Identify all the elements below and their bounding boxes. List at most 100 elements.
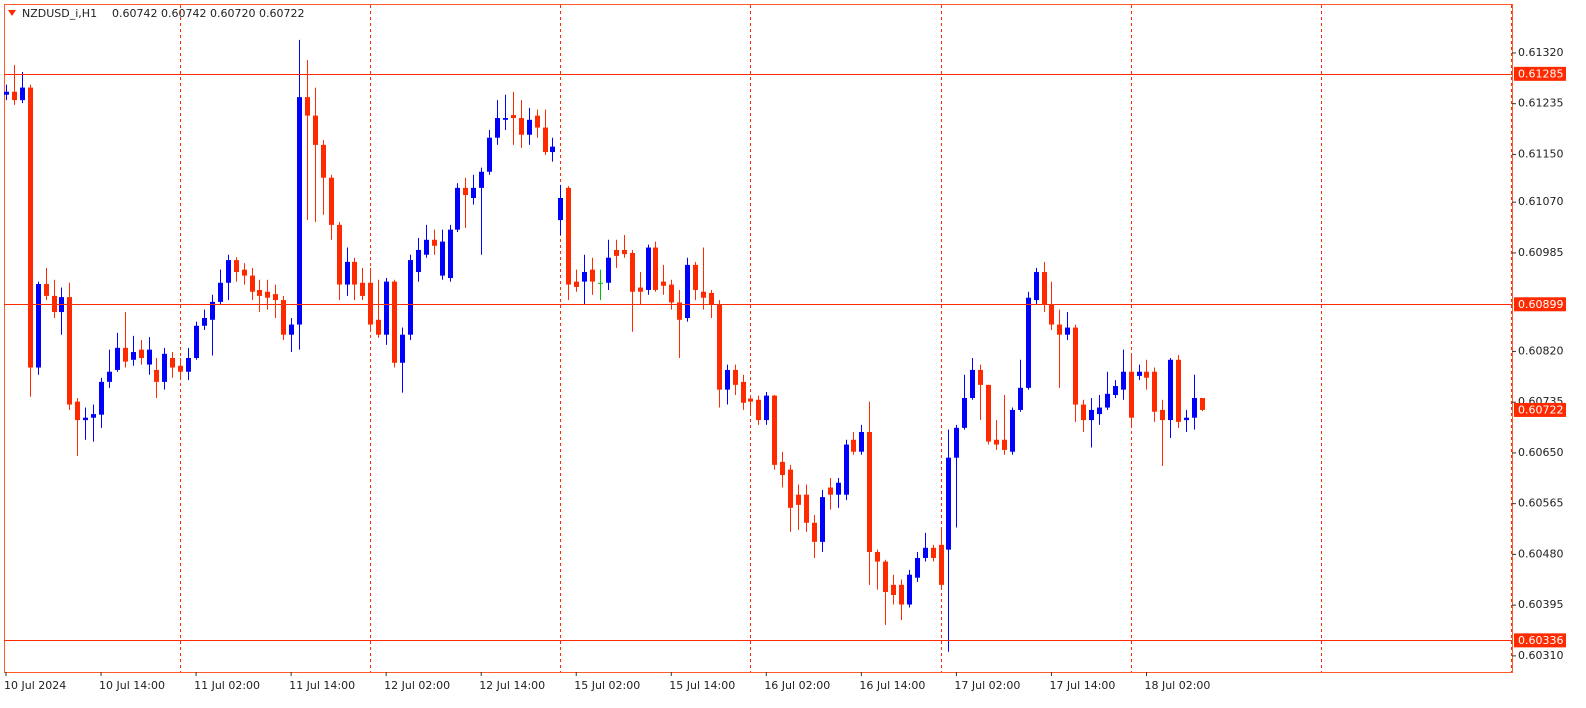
candle-body: [748, 398, 753, 402]
candle-body: [883, 561, 888, 593]
candle-body: [661, 281, 666, 286]
candle-body: [733, 369, 738, 385]
candle-body: [606, 257, 611, 283]
candle-body: [638, 287, 643, 292]
candle-body: [1152, 371, 1157, 412]
candle-body: [154, 369, 159, 382]
candle-body: [614, 249, 619, 256]
candle-body: [931, 547, 936, 558]
candle-body: [828, 487, 833, 495]
y-tick-label: 0.61150: [1518, 147, 1564, 160]
x-tick-label: 15 Jul 02:00: [574, 679, 640, 692]
x-tick-label: 12 Jul 02:00: [384, 679, 450, 692]
candle-body: [915, 557, 920, 578]
chart-ohlc: 0.60742 0.60742 0.60720 0.60722: [112, 7, 304, 20]
candle-body: [1002, 439, 1007, 450]
candle-body: [994, 439, 999, 445]
candle-body: [44, 283, 49, 296]
candle-body: [1042, 272, 1047, 305]
candle-body: [590, 269, 595, 282]
candle-body: [812, 522, 817, 542]
candle-body: [511, 115, 516, 119]
candle-body: [1081, 404, 1086, 421]
horizontal-line-tag: [1514, 297, 1566, 312]
candle-body: [1034, 272, 1039, 301]
candle-body: [1010, 409, 1015, 452]
horizontal-line-label: 0.61285: [1518, 67, 1564, 80]
x-tick-label: 16 Jul 14:00: [859, 679, 925, 692]
candle-body: [360, 282, 365, 296]
candle-body: [1160, 409, 1165, 421]
candle-body: [329, 177, 334, 225]
candle-body: [313, 115, 318, 145]
y-tick-label: 0.61070: [1518, 195, 1564, 208]
candle-body: [598, 282, 603, 284]
candle-body: [52, 295, 57, 313]
candle-body: [297, 97, 302, 325]
candle-body: [400, 334, 405, 363]
candle-body: [424, 239, 429, 255]
candle-body: [1026, 297, 1031, 388]
candle-body: [764, 395, 769, 421]
candle-body: [139, 349, 144, 358]
candle-body: [859, 432, 864, 452]
candle-body: [131, 352, 136, 360]
candle-body: [107, 371, 112, 382]
candle-body: [1089, 409, 1094, 421]
candle-body: [448, 229, 453, 279]
candle-body: [281, 300, 286, 335]
candle-body: [194, 325, 199, 358]
candle-body: [321, 144, 326, 178]
candle-body: [669, 284, 674, 303]
candle-body: [479, 171, 484, 188]
candle-body: [685, 264, 690, 319]
y-tick-label: 0.60395: [1518, 598, 1564, 611]
candle-body: [693, 264, 698, 290]
candle-body: [1018, 387, 1023, 410]
x-tick-label: 11 Jul 14:00: [289, 679, 355, 692]
candle-body: [368, 282, 373, 325]
candle-body: [67, 297, 72, 405]
plot-frame: [4, 4, 1513, 673]
x-tick-label: 11 Jul 02:00: [194, 679, 260, 692]
candle-body: [1121, 371, 1126, 390]
x-tick-label: 17 Jul 02:00: [954, 679, 1020, 692]
candle-body: [463, 187, 468, 196]
candle-body: [455, 187, 460, 230]
candle-body: [535, 115, 540, 128]
candle-body: [1129, 371, 1134, 418]
candle-body: [392, 281, 397, 363]
candle-body: [558, 198, 563, 221]
y-tick-label: 0.60480: [1518, 547, 1564, 560]
candle-body: [891, 584, 896, 595]
bid-price-label: 0.60722: [1518, 403, 1564, 416]
candle-body: [162, 353, 167, 382]
candle-body: [796, 494, 801, 505]
candle-body: [91, 414, 96, 418]
candle-body: [867, 432, 872, 553]
candle-body: [1176, 359, 1181, 422]
candle-body: [337, 224, 342, 285]
candle-body: [701, 291, 706, 298]
candle-body: [804, 494, 809, 523]
candle-body: [574, 281, 579, 287]
candle-body: [99, 381, 104, 415]
candle-body: [218, 282, 223, 302]
candle-body: [907, 574, 912, 605]
candle-body: [1192, 397, 1197, 418]
candle-body: [305, 97, 310, 116]
candle-body: [265, 291, 270, 298]
candle-body: [1097, 407, 1102, 415]
x-tick-label: 16 Jul 02:00: [764, 679, 830, 692]
candle-body: [170, 357, 175, 368]
chart-title: NZDUSD_i,H1: [22, 7, 97, 20]
candle-body: [844, 444, 849, 495]
candle-body: [1184, 417, 1189, 421]
candle-body: [954, 427, 959, 458]
candle-body: [717, 304, 722, 390]
horizontal-line-label: 0.60899: [1518, 298, 1564, 311]
x-tick-label: 15 Jul 14:00: [669, 679, 735, 692]
candle-body: [1057, 324, 1062, 335]
